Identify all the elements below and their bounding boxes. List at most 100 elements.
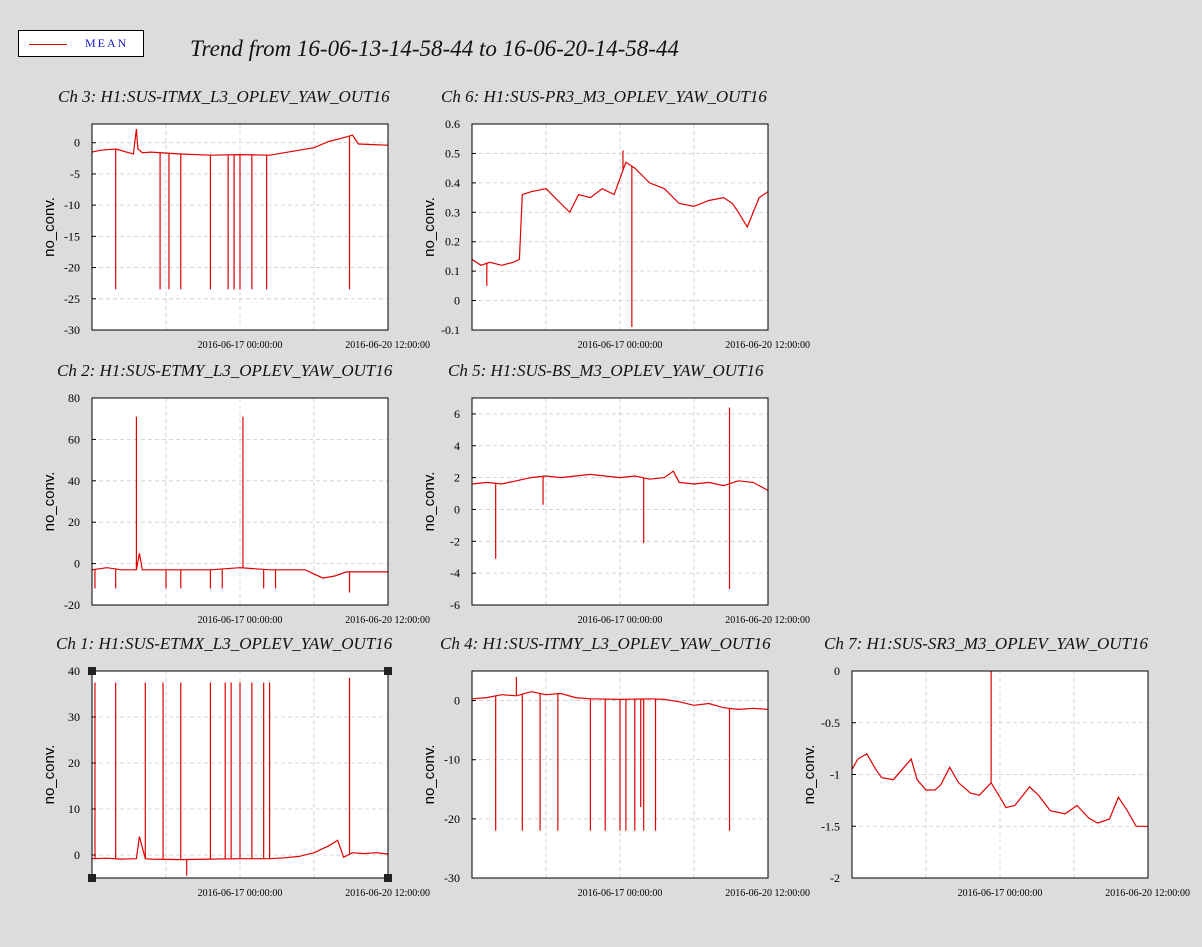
plot-frame	[471, 397, 769, 606]
y-tick-label: 0	[834, 664, 840, 678]
plot-frame	[851, 670, 1149, 879]
series-line	[91, 128, 389, 156]
y-tick-label: -6	[450, 598, 460, 612]
x-tick-label: 2016-06-17 00:00:00	[578, 340, 663, 351]
y-tick-label: 2	[454, 471, 460, 485]
x-tick-label: 2016-06-20 12:00:00	[725, 888, 810, 899]
x-tick-label: 2016-06-17 00:00:00	[198, 340, 283, 351]
y-axis-label: no_conv.	[801, 745, 818, 805]
plot-area	[472, 398, 768, 605]
y-tick-label: -4	[450, 566, 460, 580]
y-tick-label: 60	[68, 432, 80, 446]
legend: MEAN	[18, 30, 144, 57]
y-tick-label: 0.5	[445, 146, 460, 160]
x-tick-label: 2016-06-20 12:00:00	[1105, 888, 1190, 899]
y-axis-label: no_conv.	[421, 472, 438, 532]
y-tick-label: 40	[68, 664, 80, 678]
y-axis-label: no_conv.	[41, 472, 58, 532]
plot-frame	[471, 123, 769, 331]
y-tick-label: 80	[68, 391, 80, 405]
chart-ch3: Ch 3: H1:SUS-ITMX_L3_OPLEV_YAW_OUT16 0 -5 -…	[41, 87, 430, 351]
selection-handle	[384, 874, 392, 882]
x-tick-label: 2016-06-17 00:00:00	[578, 888, 663, 899]
y-tick-label: -1.5	[821, 819, 840, 833]
chart-ch5: Ch 5: H1:SUS-BS_M3_OPLEV_YAW_OUT16 6 4 2 0 -2…	[421, 361, 810, 626]
y-tick-label: -0.1	[441, 323, 460, 337]
y-tick-label: 0	[454, 502, 460, 516]
y-tick-label: -20	[64, 261, 80, 275]
y-tick-label: -20	[64, 598, 80, 612]
selection-handle	[88, 667, 96, 675]
page-title: Trend from 16-06-13-14-58-44 to 16-06-20…	[190, 36, 679, 61]
chart-title: Ch 5: H1:SUS-BS_M3_OPLEV_YAW_OUT16	[448, 361, 764, 380]
x-tick-label: 2016-06-20 12:00:00	[345, 615, 430, 626]
chart-ch7: Ch 7: H1:SUS-SR3_M3_OPLEV_YAW_OUT16 0 -0.5…	[801, 634, 1190, 899]
plot-frame	[91, 397, 389, 606]
y-axis-label: no_conv.	[421, 745, 438, 805]
y-tick-label: 40	[68, 474, 80, 488]
y-tick-label: -30	[64, 323, 80, 337]
y-tick-label: -2	[450, 534, 460, 548]
chart-ch6: Ch 6: H1:SUS-PR3_M3_OPLEV_YAW_OUT16 0.6 0.…	[421, 87, 810, 351]
y-tick-label: 0.4	[445, 176, 460, 190]
y-tick-label: 6	[454, 407, 460, 421]
y-tick-label: -10	[64, 198, 80, 212]
chart-title: Ch 1: H1:SUS-ETMX_L3_OPLEV_YAW_OUT16	[56, 634, 393, 653]
y-tick-label: 0.3	[445, 205, 460, 219]
y-tick-label: -20	[444, 812, 460, 826]
x-tick-label: 2016-06-20 12:00:00	[725, 340, 810, 351]
legend-label: MEAN	[85, 36, 129, 50]
series-line	[471, 161, 769, 266]
chart-title: Ch 3: H1:SUS-ITMX_L3_OPLEV_YAW_OUT16	[58, 87, 390, 106]
y-tick-label: -10	[444, 753, 460, 767]
plot-frame	[471, 670, 769, 879]
x-tick-label: 2016-06-17 00:00:00	[958, 888, 1043, 899]
x-tick-label: 2016-06-20 12:00:00	[725, 615, 810, 626]
y-tick-label: -30	[444, 871, 460, 885]
plot-frame	[91, 123, 389, 331]
y-tick-label: 0	[74, 136, 80, 150]
y-tick-label: 0	[74, 557, 80, 571]
x-tick-label: 2016-06-17 00:00:00	[198, 615, 283, 626]
y-tick-label: -15	[64, 229, 80, 243]
series-line	[471, 470, 769, 491]
chart-ch4: Ch 4: H1:SUS-ITMY_L3_OPLEV_YAW_OUT16 0 -10…	[421, 634, 810, 899]
y-tick-label: 4	[454, 439, 460, 453]
legend-swatch	[29, 44, 67, 45]
series-line	[851, 752, 1148, 827]
y-axis-label: no_conv.	[421, 197, 438, 257]
chart-ch1: Ch 1: H1:SUS-ETMX_L3_OPLEV_YAW_OUT16 40 30…	[41, 634, 430, 899]
x-tick-label: 2016-06-17 00:00:00	[198, 888, 283, 899]
y-tick-label: -25	[64, 292, 80, 306]
y-tick-label: 30	[68, 710, 80, 724]
y-tick-label: 0.1	[445, 264, 460, 278]
x-tick-label: 2016-06-20 12:00:00	[345, 888, 430, 899]
y-tick-label: 0.2	[445, 235, 460, 249]
selection-handle	[88, 874, 96, 882]
y-tick-label: 0.6	[445, 117, 460, 131]
y-tick-label: 0	[74, 848, 80, 862]
y-tick-label: 0	[454, 694, 460, 708]
plot-frame	[91, 670, 389, 879]
chart-title: Ch 6: H1:SUS-PR3_M3_OPLEV_YAW_OUT16	[441, 87, 767, 106]
y-tick-label: -1	[830, 768, 840, 782]
y-tick-label: -5	[70, 167, 80, 181]
chart-title: Ch 7: H1:SUS-SR3_M3_OPLEV_YAW_OUT16	[824, 634, 1148, 653]
y-tick-label: -0.5	[821, 716, 840, 730]
y-tick-label: 10	[68, 802, 80, 816]
chart-ch2: Ch 2: H1:SUS-ETMY_L3_OPLEV_YAW_OUT16 80 60…	[41, 361, 430, 626]
y-tick-label: 20	[68, 756, 80, 770]
x-tick-label: 2016-06-17 00:00:00	[578, 615, 663, 626]
y-tick-label: -2	[830, 871, 840, 885]
y-tick-label: 20	[68, 515, 80, 529]
plot-area	[92, 398, 388, 605]
selection-handle	[384, 667, 392, 675]
y-axis-label: no_conv.	[41, 197, 58, 257]
x-tick-label: 2016-06-20 12:00:00	[345, 340, 430, 351]
chart-title: Ch 4: H1:SUS-ITMY_L3_OPLEV_YAW_OUT16	[440, 634, 771, 653]
chart-title: Ch 2: H1:SUS-ETMY_L3_OPLEV_YAW_OUT16	[57, 361, 393, 380]
y-axis-label: no_conv.	[41, 745, 58, 805]
y-tick-label: 0	[454, 294, 460, 308]
